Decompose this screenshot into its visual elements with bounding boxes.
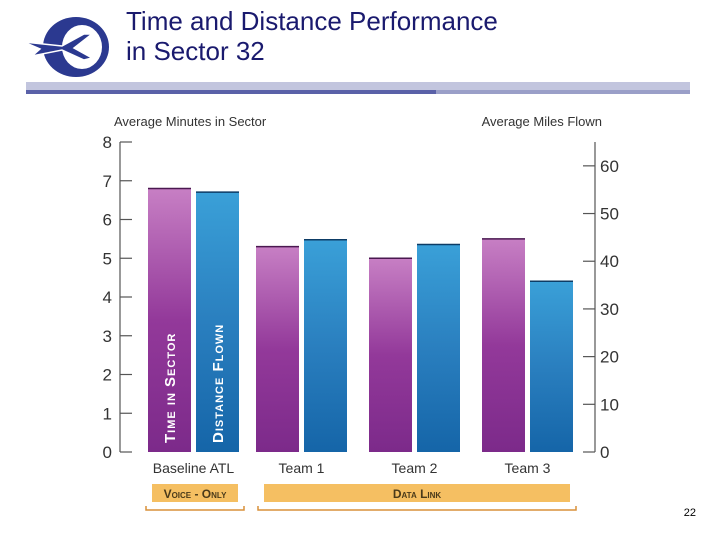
bar-distance-flown [417, 244, 460, 452]
right-axis-title: Average Miles Flown [482, 114, 602, 129]
bar-time-in-sector [369, 258, 412, 452]
page-number: 22 [683, 507, 696, 519]
group-bracket-box [152, 484, 238, 502]
bar-distance-flown [304, 239, 347, 452]
series-label-distance-flown: Distance Flown [210, 324, 227, 443]
left-axis-tick-label: 1 [103, 404, 112, 423]
title-divider [26, 82, 690, 90]
right-axis-tick-label: 10 [600, 395, 619, 414]
left-axis-tick-label: 6 [103, 211, 112, 230]
right-axis-tick-label: 0 [600, 443, 609, 462]
bar-distance-flown [196, 192, 239, 453]
group-bracket-box [264, 484, 570, 502]
left-axis-title: Average Minutes in Sector [114, 114, 267, 129]
right-axis-tick-label: 60 [600, 157, 619, 176]
group-bracket-line [257, 506, 577, 511]
right-axis-tick-label: 40 [600, 252, 619, 271]
left-axis-tick-label: 8 [103, 133, 112, 152]
left-axis-tick-label: 7 [103, 172, 112, 191]
category-label: Team 1 [279, 460, 325, 476]
left-axis-tick-label: 4 [103, 288, 112, 307]
left-axis-tick-label: 5 [103, 249, 112, 268]
slide-title: Time and Distance Performance in Sector … [126, 6, 498, 66]
group-bracket-label: Voice - Only [164, 487, 227, 501]
title-line-1: Time and Distance Performance [126, 6, 498, 36]
bar-time-in-sector [148, 188, 191, 452]
bar-distance-flown [530, 281, 573, 452]
left-axis-tick-label: 2 [103, 366, 112, 385]
right-axis-tick-label: 30 [600, 300, 619, 319]
left-axis-tick-label: 3 [103, 327, 112, 346]
series-label-time-in-sector: Time in Sector [162, 333, 179, 443]
faa-logo-icon [23, 17, 109, 77]
title-divider-accent-light [436, 90, 690, 94]
group-bracket-line [145, 506, 245, 511]
bar-time-in-sector [256, 246, 299, 452]
title-line-2: in Sector 32 [126, 36, 265, 66]
right-axis-tick-label: 50 [600, 205, 619, 224]
category-label: Baseline ATL [153, 460, 235, 476]
right-axis-tick-label: 20 [600, 348, 619, 367]
title-divider-accent [26, 90, 436, 94]
group-bracket-label: Data Link [393, 487, 442, 501]
category-label: Team 2 [392, 460, 438, 476]
left-axis-tick-label: 0 [103, 443, 112, 462]
bar-time-in-sector [482, 238, 525, 452]
category-label: Team 3 [505, 460, 551, 476]
